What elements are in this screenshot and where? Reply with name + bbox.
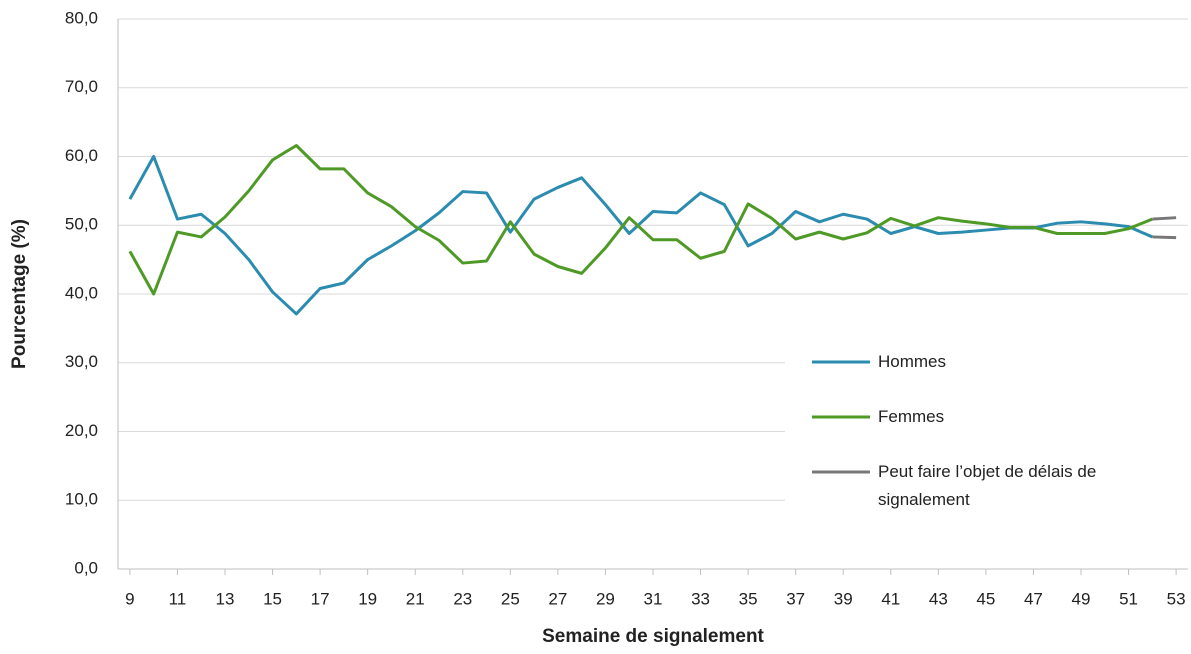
x-tick-label: 39 (834, 589, 853, 608)
y-tick-label: 40,0 (65, 283, 98, 302)
x-tick-label: 27 (548, 589, 567, 608)
x-tick-label: 51 (1119, 589, 1138, 608)
series-line (128, 155, 1153, 316)
x-tick-label: 43 (929, 589, 948, 608)
y-tick-label: 0,0 (74, 558, 98, 577)
x-tick-label: 9 (125, 589, 134, 608)
y-tick-label: 50,0 (65, 215, 98, 234)
legend-label: Peut faire l’objet de délais de signalem… (878, 462, 1097, 509)
y-tick-label: 20,0 (65, 421, 98, 440)
x-axis-title: Semaine de signalement (542, 626, 764, 647)
series-line (1152, 216, 1177, 221)
y-axis-title: Pourcentage (%) (9, 219, 30, 369)
x-tick-label: 15 (263, 589, 282, 608)
y-tick-label: 60,0 (65, 146, 98, 165)
legend-label: Hommes (878, 352, 947, 371)
x-tick-label: 37 (786, 589, 805, 608)
x-tick-label: 35 (739, 589, 758, 608)
x-tick-label: 17 (311, 589, 330, 608)
x-tick-label: 41 (881, 589, 900, 608)
x-tick-label: 13 (216, 589, 235, 608)
y-tick-label: 70,0 (65, 77, 98, 96)
x-tick-label: 53 (1167, 589, 1186, 608)
x-tick-label: 29 (596, 589, 615, 608)
x-tick-label: 25 (501, 589, 520, 608)
x-tick-label: 49 (1072, 589, 1091, 608)
x-tick-label: 47 (1024, 589, 1043, 608)
x-tick-label: 33 (691, 589, 710, 608)
series-line (1152, 235, 1177, 240)
y-tick-label: 30,0 (65, 352, 98, 371)
x-tick-label: 31 (644, 589, 663, 608)
y-tick-label: 80,0 (65, 8, 98, 27)
x-tick-label: 45 (976, 589, 995, 608)
x-tick-label: 23 (453, 589, 472, 608)
x-tick-label: 21 (406, 589, 425, 608)
legend-label: Femmes (878, 407, 945, 426)
series-line (128, 144, 1153, 296)
y-tick-label: 10,0 (65, 490, 98, 509)
x-tick-label: 19 (358, 589, 377, 608)
x-tick-label: 11 (169, 589, 187, 608)
